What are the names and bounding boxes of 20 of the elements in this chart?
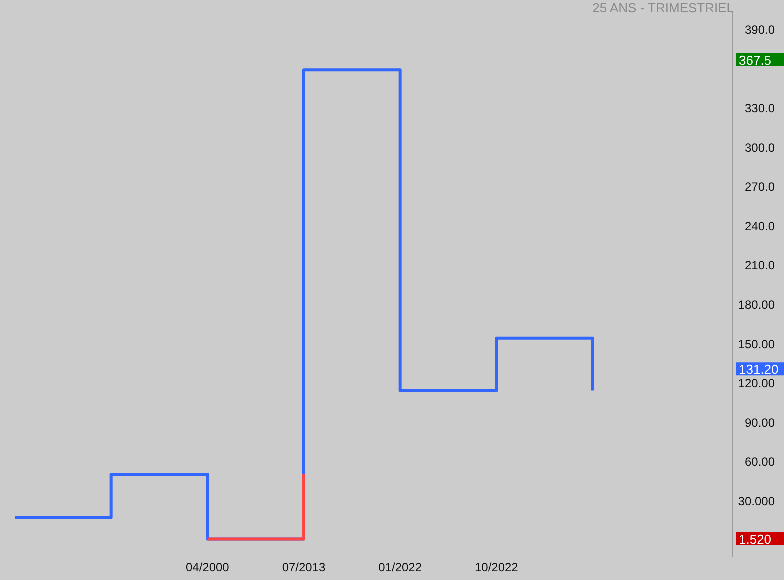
text: 131.20 xyxy=(739,362,779,378)
y-tick-label: 240.0 xyxy=(744,219,776,234)
y-tick-label: 270.0 xyxy=(744,180,776,194)
y-tick-label: 330.0 xyxy=(744,102,776,116)
x-tick-label: 01/2022 xyxy=(378,560,422,575)
y-tick-label: 210.0 xyxy=(744,258,776,273)
y-tick-label: 180.00 xyxy=(738,298,776,312)
y-tick-label: 120.00 xyxy=(738,376,776,391)
y-tick-label: 60.00 xyxy=(744,455,776,470)
y-tick-label: 150.00 xyxy=(738,337,776,352)
y-tick-label: 390.0 xyxy=(744,23,776,38)
text: 367.5 xyxy=(739,52,772,68)
y-tick-label: 30.000 xyxy=(738,494,776,508)
x-tick-label: 04/2000 xyxy=(186,560,230,575)
x-tick-label: 07/2013 xyxy=(282,560,326,575)
y-tick-label: 300.0 xyxy=(744,140,776,155)
x-tick-label: 10/2022 xyxy=(474,560,519,575)
y-tick-label: 90.00 xyxy=(744,416,776,430)
text: 1.520 xyxy=(739,532,772,547)
chart-title: 25 ANS - TRIMESTRIEL xyxy=(592,0,734,16)
